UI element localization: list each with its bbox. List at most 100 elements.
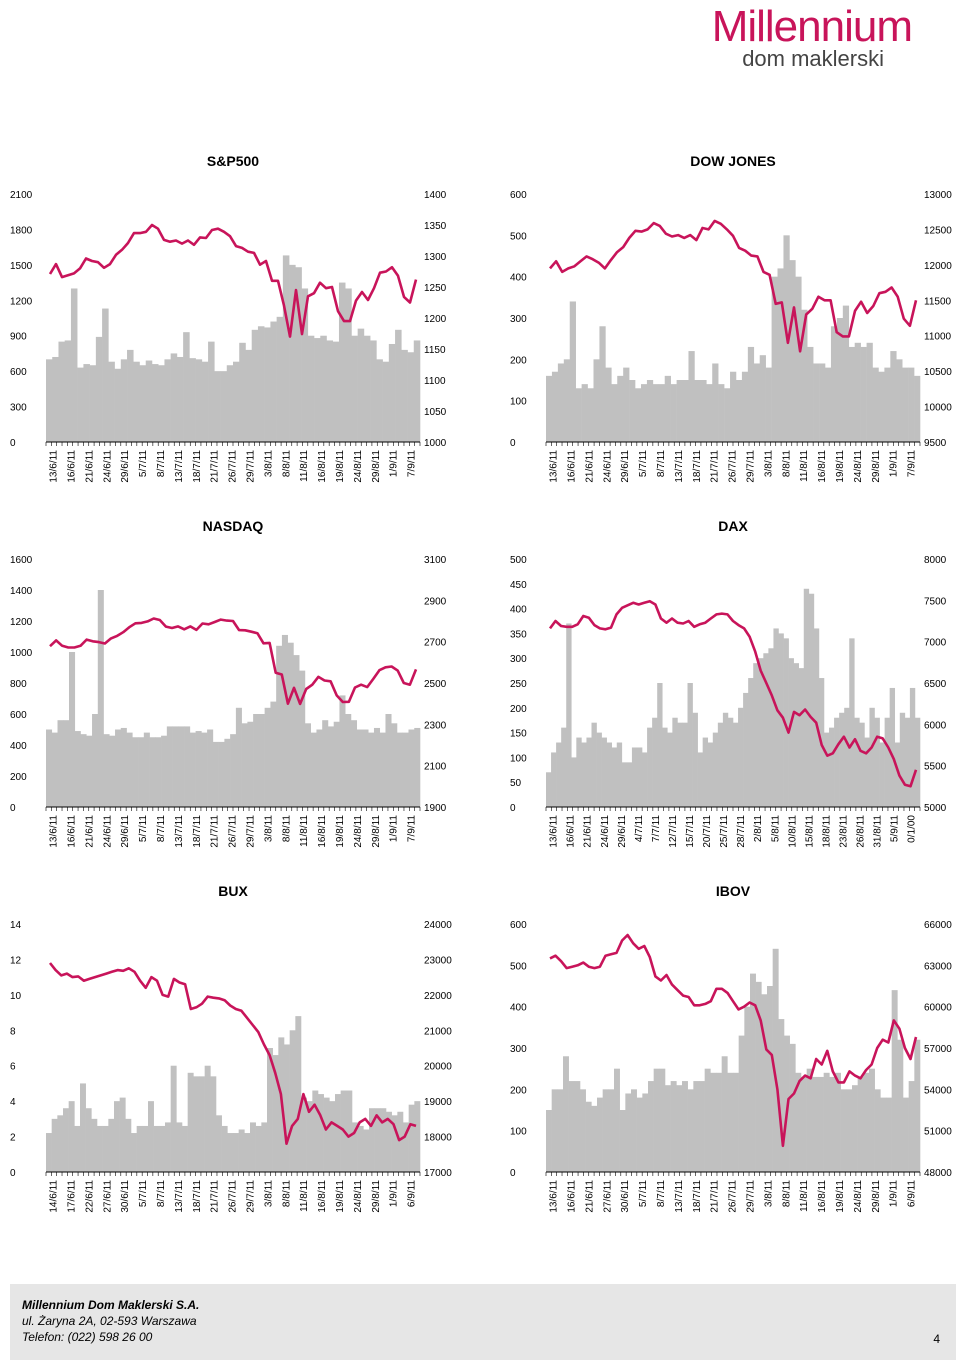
right-tick-label: 1250 (424, 283, 447, 294)
x-tick-label: 13/7/11 (174, 815, 185, 848)
footer-phone: Telefon: (022) 598 26 00 (22, 1330, 153, 1344)
right-tick-label: 1100 (424, 376, 446, 387)
bar (102, 1125, 109, 1172)
x-tick-label: 13/7/11 (174, 450, 185, 483)
left-tick-label: 1600 (10, 555, 33, 566)
bar (636, 1097, 643, 1172)
x-tick-label: 8/8/11 (781, 1180, 792, 1207)
x-tick-label: 21/7/11 (710, 450, 721, 483)
bar (233, 1133, 239, 1172)
bar (301, 288, 309, 442)
bar (307, 335, 315, 442)
bar (267, 1048, 273, 1172)
chart-title: BUX (218, 883, 248, 899)
x-tick-label: 29/6/11 (120, 815, 131, 848)
bar (585, 1101, 592, 1172)
x-tick-label: 30/6/11 (620, 1180, 631, 1213)
x-tick-label: 5/7/11 (638, 450, 649, 477)
bar (282, 255, 290, 442)
bar (97, 1125, 103, 1172)
bar (414, 1101, 421, 1172)
bar (295, 1016, 302, 1172)
bar (363, 1129, 370, 1172)
bar (172, 726, 179, 807)
bar (658, 384, 666, 442)
left-tick-label: 600 (10, 367, 27, 378)
bar (759, 355, 766, 442)
bar (652, 717, 658, 807)
bar (593, 359, 600, 442)
bar (667, 732, 673, 807)
left-tick-label: 0 (510, 803, 516, 814)
x-tick-label: 26/7/11 (728, 450, 739, 483)
right-tick-label: 2900 (424, 596, 447, 607)
bar (688, 351, 695, 442)
bar (299, 670, 306, 807)
bar (854, 342, 861, 442)
bar (148, 1101, 154, 1172)
bar (77, 367, 84, 442)
bar (314, 338, 321, 442)
left-tick-label: 600 (10, 710, 27, 721)
bar (706, 384, 713, 442)
bar (648, 1081, 654, 1172)
bar (574, 1081, 581, 1172)
bar (653, 1068, 660, 1172)
x-tick-label: 27/6/11 (102, 1180, 113, 1213)
right-tick-label: 2700 (424, 638, 447, 649)
bar (626, 762, 633, 807)
bar (102, 308, 109, 442)
x-tick-label: 29/8/11 (371, 450, 382, 483)
bar (735, 380, 743, 442)
bar (623, 367, 630, 442)
bar (659, 1068, 666, 1172)
bar (395, 329, 402, 442)
bar (120, 727, 127, 807)
left-tick-label: 2 (10, 1133, 16, 1144)
x-tick-label: 7/9/11 (407, 450, 418, 477)
bar (414, 727, 421, 807)
bar (878, 371, 885, 442)
bar (616, 742, 623, 807)
left-tick-label: 8 (10, 1026, 16, 1037)
chart-sp500: S&P500 0 300 600 900 1200 1500 1800 2100 1000 1050… (8, 150, 460, 500)
bar (272, 1055, 279, 1172)
bar (413, 340, 421, 442)
x-tick-label: 24/8/11 (353, 450, 364, 483)
bar (772, 948, 779, 1172)
left-tick-label: 12 (10, 955, 22, 966)
left-tick-label: 1400 (10, 586, 33, 597)
bar (151, 364, 159, 442)
bar (646, 380, 654, 442)
x-tick-label: 1/9/11 (389, 815, 400, 842)
bar (178, 726, 185, 807)
bar (161, 735, 168, 807)
footer-address: ul. Żaryna 2A, 02-593 Warszawa (22, 1314, 197, 1328)
bar (388, 343, 396, 442)
bar (738, 707, 744, 807)
bar (391, 1115, 398, 1172)
bar (823, 732, 830, 807)
x-tick-label: 26/7/11 (228, 815, 239, 848)
left-tick-label: 1800 (10, 225, 33, 236)
right-tick-label: 12500 (924, 225, 952, 236)
left-tick-label: 300 (510, 314, 527, 325)
bar (368, 732, 375, 807)
x-tick-label: 6/9/11 (907, 1180, 918, 1207)
bar (896, 359, 903, 442)
bar (218, 741, 225, 807)
bar (109, 735, 116, 807)
left-tick-label: 450 (510, 580, 527, 591)
bar (316, 729, 323, 807)
right-tick-label: 57000 (924, 1044, 952, 1055)
x-tick-label: 29/7/11 (746, 1180, 757, 1213)
bar (165, 1122, 171, 1172)
bar (657, 683, 663, 807)
bar (687, 1089, 694, 1172)
x-tick-label: 24/6/11 (102, 815, 113, 848)
x-tick-label: 18/7/11 (692, 450, 703, 483)
bar (755, 981, 762, 1172)
bar (788, 658, 794, 807)
bar (133, 361, 140, 442)
index-line (548, 599, 918, 788)
